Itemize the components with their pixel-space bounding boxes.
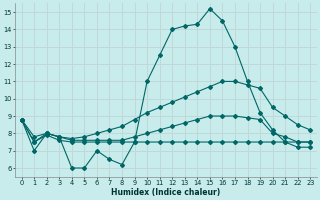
X-axis label: Humidex (Indice chaleur): Humidex (Indice chaleur) [111,188,220,197]
